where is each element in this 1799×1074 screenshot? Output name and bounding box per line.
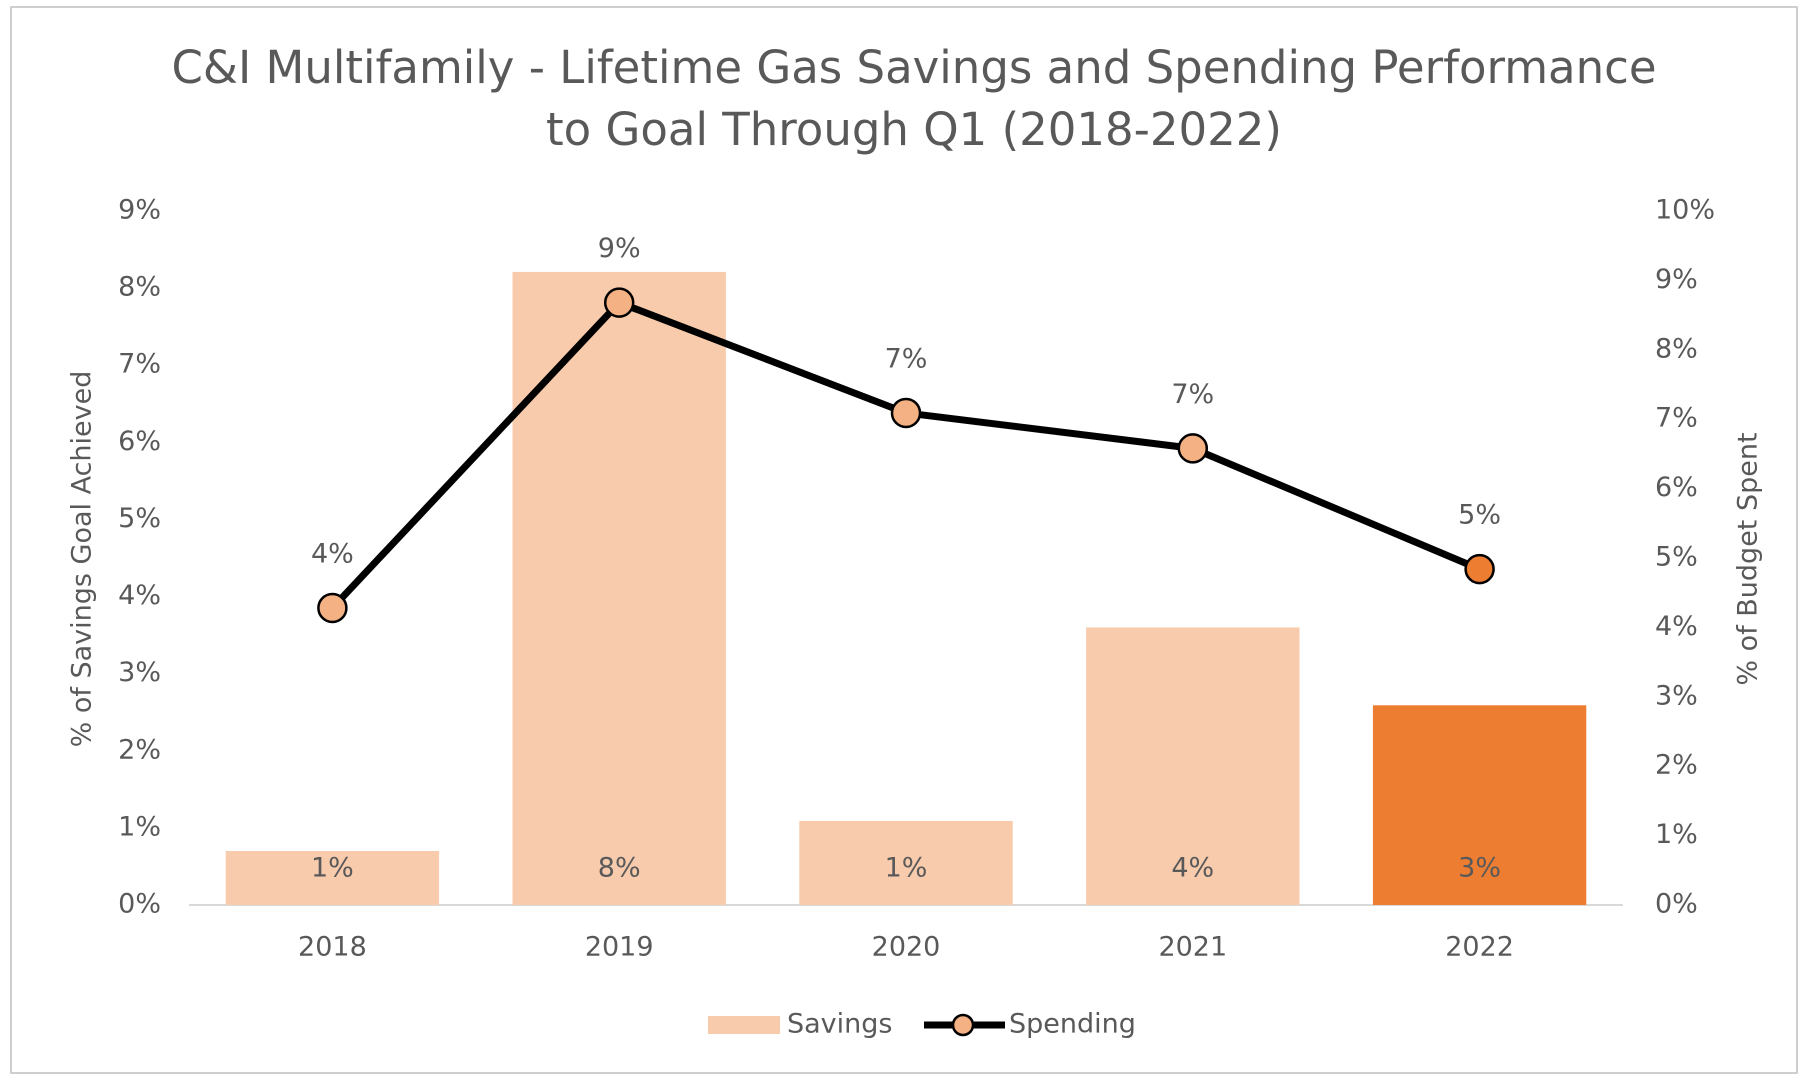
- data-label: 9%: [598, 233, 641, 264]
- bar: [1372, 705, 1587, 905]
- x-tick-label: 2021: [1158, 932, 1227, 963]
- y-axis-title: % of Savings Goal Achieved: [67, 371, 98, 748]
- data-label: 4%: [311, 538, 354, 569]
- y-tick-label: 0%: [118, 889, 161, 920]
- y-tick-label: 9%: [118, 195, 161, 226]
- y2-tick-label: 8%: [1655, 333, 1698, 364]
- legend-swatch: [708, 1016, 780, 1034]
- y2-tick-label: 1%: [1655, 819, 1698, 850]
- data-label: 7%: [885, 343, 928, 374]
- y2-tick-label: 4%: [1655, 611, 1698, 642]
- data-label: 1%: [885, 853, 928, 884]
- y2-tick-label: 2%: [1655, 750, 1698, 781]
- data-label: 1%: [311, 853, 354, 884]
- marker: [317, 592, 348, 624]
- marker: [1464, 553, 1495, 585]
- marker: [1177, 433, 1209, 464]
- y2-tick-label: 7%: [1655, 403, 1698, 434]
- y2-tick-label: 3%: [1655, 680, 1698, 711]
- chart-title: C&I Multifamily - Lifetime Gas Savings a…: [171, 41, 1656, 94]
- legend-swatch: [951, 1013, 975, 1037]
- data-label: 8%: [598, 853, 641, 884]
- x-tick-label: 2020: [872, 932, 941, 963]
- marker: [603, 287, 635, 318]
- bar: [799, 820, 1013, 905]
- y2-tick-label: 10%: [1655, 195, 1715, 226]
- y-tick-label: 5%: [118, 503, 161, 534]
- y-tick-label: 6%: [118, 426, 161, 457]
- y2-axis-title: % of Budget Spent: [1733, 432, 1764, 685]
- y2-tick-label: 0%: [1655, 889, 1698, 920]
- data-label: 4%: [1171, 853, 1214, 884]
- chart-title: to Goal Through Q1 (2018-2022): [546, 103, 1282, 156]
- data-label: 7%: [1171, 379, 1214, 410]
- y2-tick-label: 5%: [1655, 542, 1698, 573]
- y-tick-label: 3%: [118, 657, 161, 688]
- data-label: 3%: [1458, 853, 1501, 884]
- marker: [890, 397, 922, 429]
- x-tick-label: 2019: [585, 932, 654, 963]
- y-tick-label: 4%: [118, 580, 161, 611]
- legend-label: Savings: [787, 1009, 892, 1040]
- y2-tick-label: 9%: [1655, 264, 1698, 295]
- legend-label: Spending: [1009, 1009, 1136, 1040]
- y-tick-label: 2%: [118, 734, 161, 765]
- y-tick-label: 1%: [118, 811, 161, 842]
- y2-tick-label: 6%: [1655, 472, 1698, 503]
- chart-border: [10, 6, 1798, 1074]
- x-tick-label: 2018: [298, 932, 367, 963]
- bar: [1086, 627, 1300, 905]
- data-label: 5%: [1458, 500, 1501, 531]
- x-tick-label: 2022: [1445, 932, 1514, 963]
- y-tick-label: 8%: [118, 272, 161, 303]
- bar: [512, 271, 726, 905]
- bar: [225, 851, 440, 905]
- y-tick-label: 7%: [118, 349, 161, 380]
